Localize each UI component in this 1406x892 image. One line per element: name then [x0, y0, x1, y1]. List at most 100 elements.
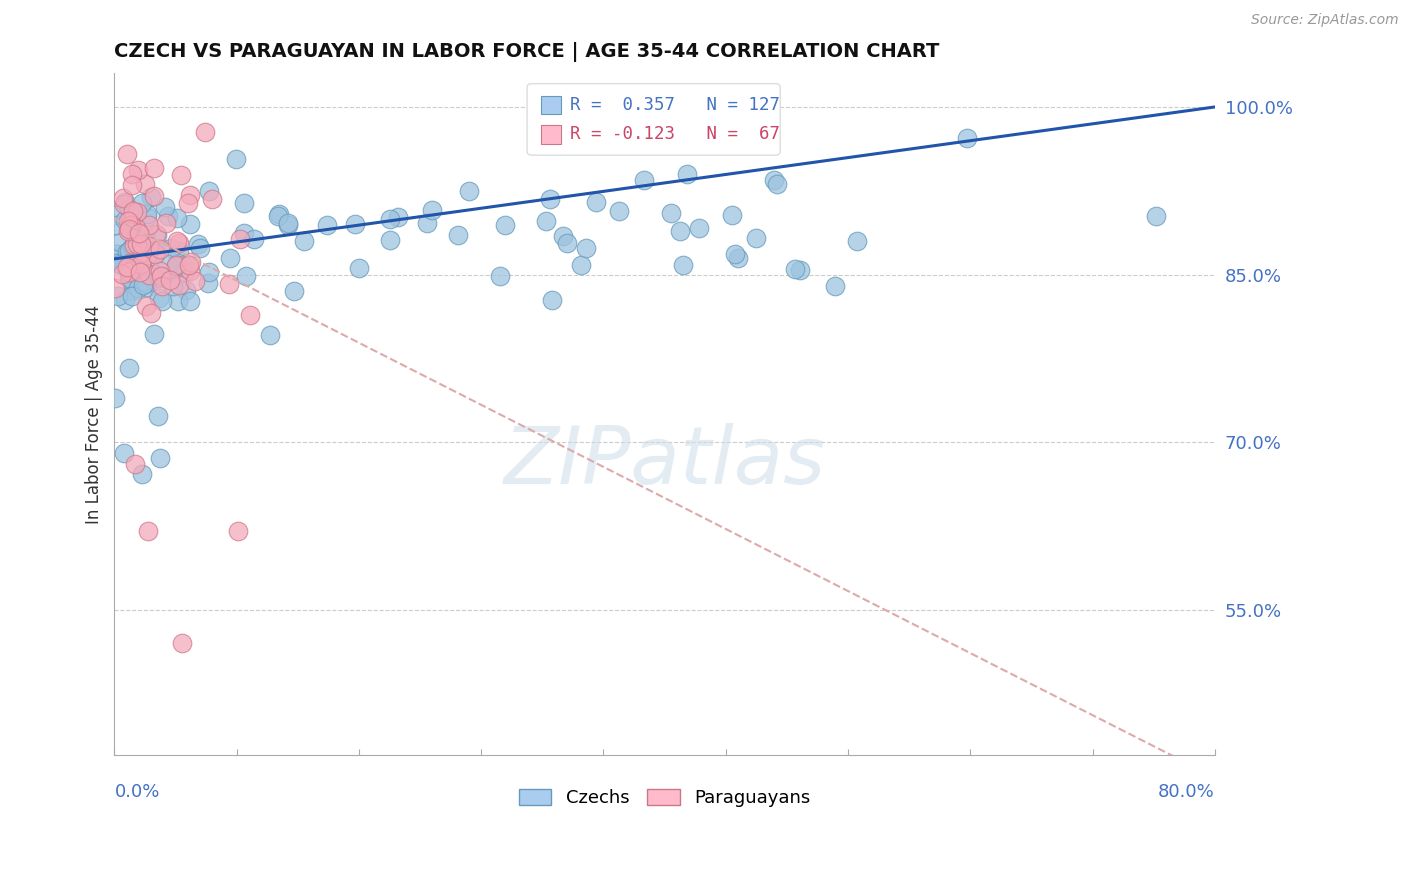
Point	[122, 261, 145, 276]
Point	[114, 194, 136, 209]
Point	[162, 279, 184, 293]
Point	[143, 327, 166, 342]
Point	[585, 195, 607, 210]
Point	[165, 259, 187, 273]
Point	[169, 277, 191, 292]
Point	[242, 232, 264, 246]
Point	[150, 278, 173, 293]
Point	[136, 210, 159, 224]
Point	[633, 172, 655, 186]
Point	[170, 168, 193, 182]
Point	[555, 236, 578, 251]
Point	[745, 231, 768, 245]
Point	[108, 235, 131, 250]
Point	[124, 222, 146, 236]
Y-axis label: In Labor Force | Age 35-44: In Labor Force | Age 35-44	[86, 304, 103, 524]
Point	[112, 197, 135, 211]
Point	[179, 187, 201, 202]
Point	[187, 236, 209, 251]
Point	[387, 210, 409, 224]
Point	[114, 293, 136, 308]
Point	[225, 152, 247, 166]
Point	[117, 260, 139, 275]
Point	[125, 220, 148, 235]
Point	[540, 293, 562, 308]
Point	[165, 259, 187, 273]
Point	[112, 446, 135, 460]
Point	[127, 223, 149, 237]
Point	[267, 207, 290, 221]
Point	[111, 191, 134, 205]
Point	[118, 265, 141, 279]
Point	[148, 409, 170, 423]
Point	[824, 279, 846, 293]
Point	[676, 167, 699, 181]
Point	[763, 172, 786, 186]
Point	[143, 189, 166, 203]
Point	[607, 203, 630, 218]
Point	[141, 306, 163, 320]
Point	[765, 178, 787, 192]
Point	[136, 248, 159, 262]
Point	[167, 244, 190, 258]
Point	[122, 238, 145, 252]
Point	[179, 293, 201, 308]
Point	[117, 223, 139, 237]
Point	[198, 184, 221, 198]
Point	[136, 207, 159, 221]
Point	[129, 257, 152, 271]
Point	[494, 219, 516, 233]
Point	[672, 259, 695, 273]
Point	[226, 524, 249, 539]
Point	[232, 226, 254, 240]
Point	[172, 258, 194, 272]
Point	[166, 234, 188, 248]
Point	[153, 200, 176, 214]
Point	[143, 267, 166, 281]
Point	[688, 220, 710, 235]
Point	[378, 233, 401, 247]
Point	[118, 214, 141, 228]
Bar	[541, 96, 561, 114]
Text: R = -0.123   N =  67: R = -0.123 N = 67	[569, 126, 780, 144]
Point	[143, 246, 166, 260]
Point	[131, 196, 153, 211]
Point	[131, 467, 153, 481]
Point	[292, 234, 315, 248]
Point	[447, 228, 470, 243]
Point	[789, 263, 811, 277]
Point	[170, 636, 193, 650]
Text: 80.0%: 80.0%	[1159, 783, 1215, 801]
Point	[122, 223, 145, 237]
Point	[232, 196, 254, 211]
Point	[159, 273, 181, 287]
Point	[266, 209, 288, 223]
Point	[118, 222, 141, 236]
Point	[142, 161, 165, 175]
Point	[104, 246, 127, 260]
Point	[659, 205, 682, 219]
Point	[416, 216, 439, 230]
Point	[155, 216, 177, 230]
Point	[239, 308, 262, 322]
Point	[111, 268, 134, 282]
Point	[105, 247, 128, 261]
Point	[134, 177, 156, 191]
Bar	[541, 125, 561, 144]
Point	[785, 262, 807, 277]
Point	[122, 239, 145, 253]
Point	[129, 237, 152, 252]
Point	[157, 209, 180, 223]
Point	[117, 213, 139, 227]
Point	[197, 276, 219, 290]
Point	[148, 270, 170, 285]
Point	[198, 265, 221, 279]
Point	[132, 273, 155, 287]
Point	[121, 204, 143, 219]
Point	[138, 268, 160, 283]
Point	[575, 241, 598, 255]
Point	[155, 257, 177, 271]
Point	[148, 292, 170, 306]
Point	[551, 229, 574, 244]
Point	[277, 218, 299, 232]
